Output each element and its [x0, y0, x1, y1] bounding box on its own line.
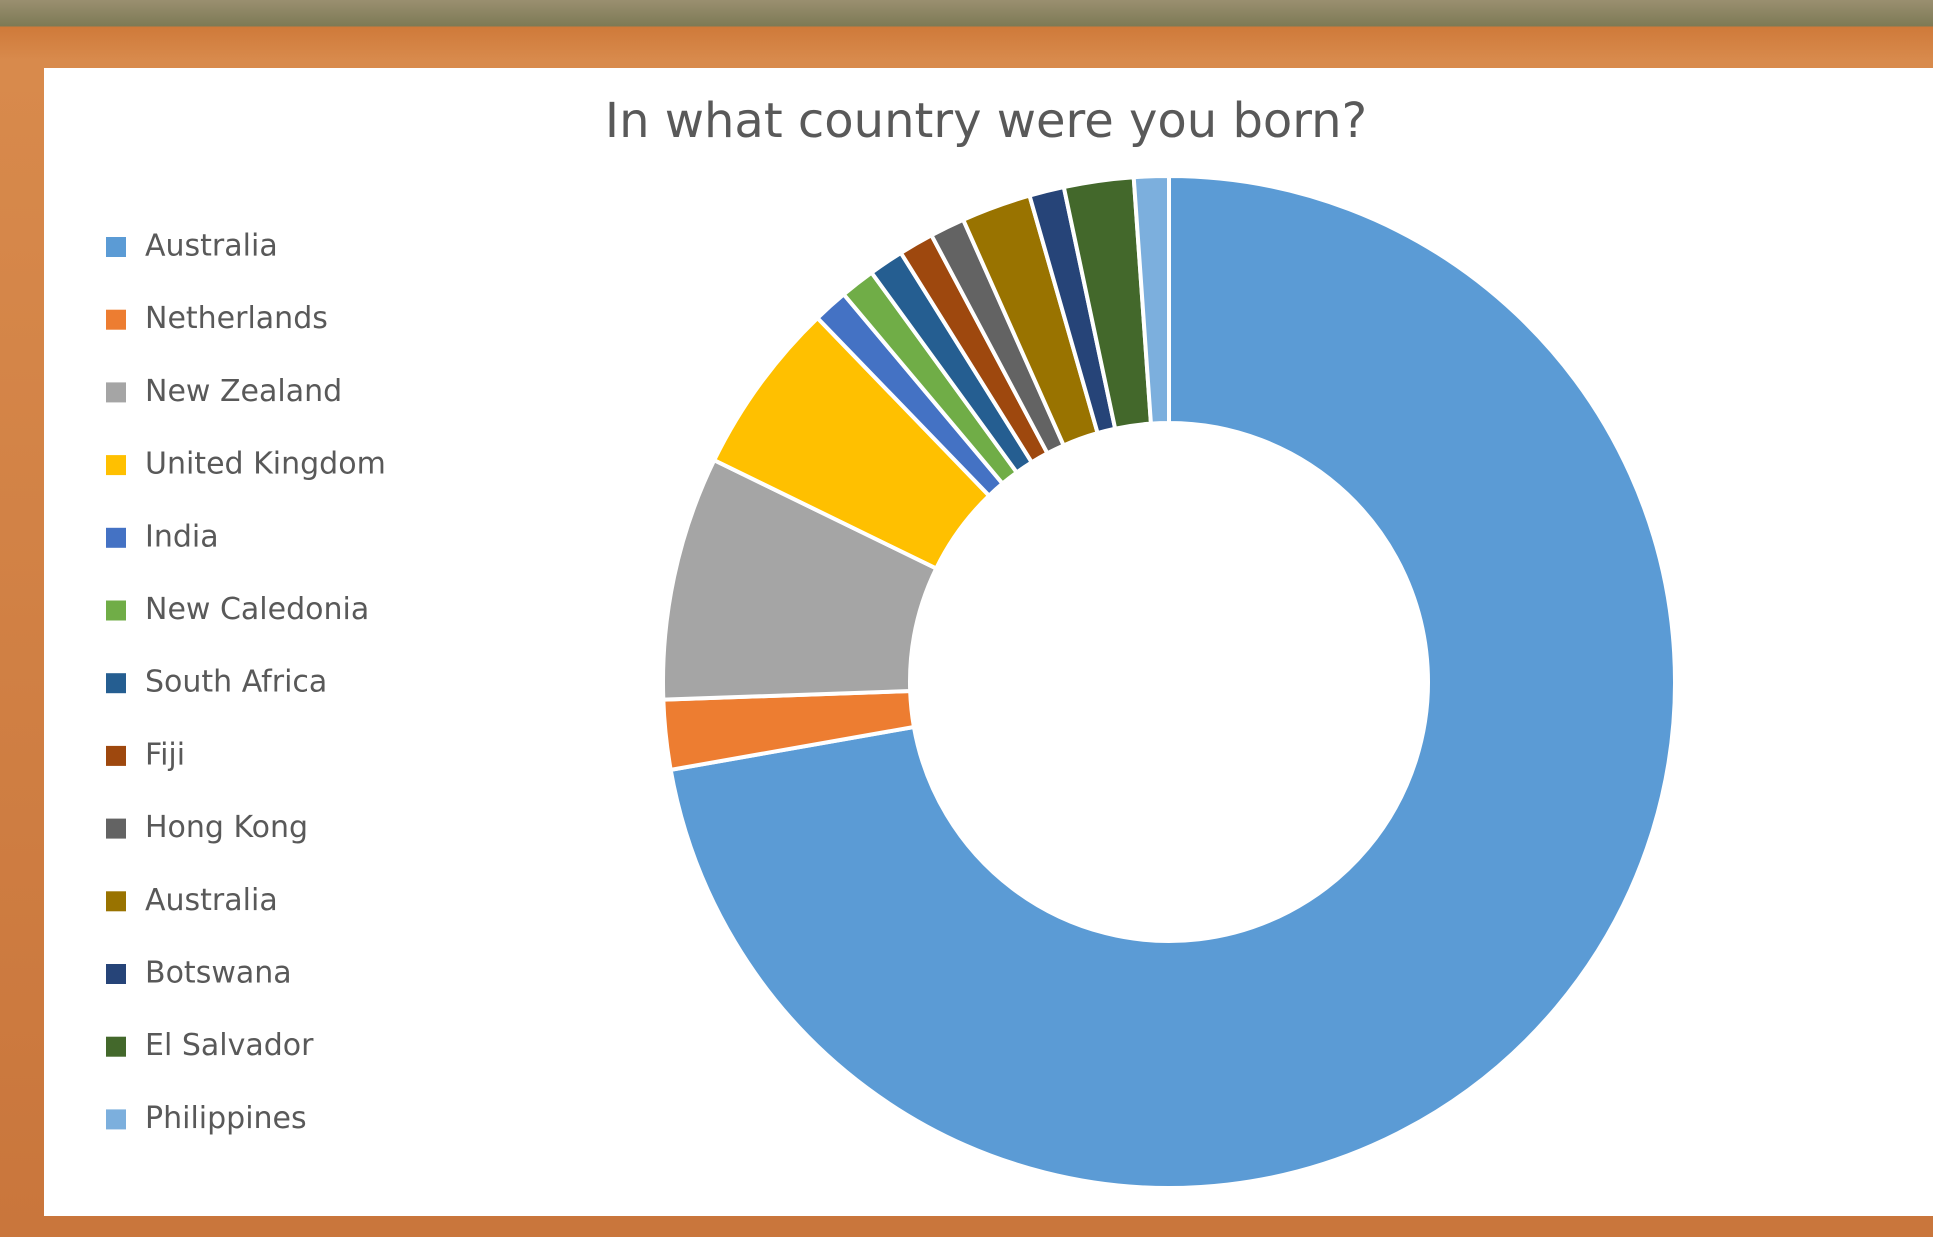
legend-swatch [106, 600, 126, 621]
chart-title: In what country were you born? [605, 93, 1367, 149]
legend-label: United Kingdom [145, 447, 386, 482]
legend-label: South Africa [145, 665, 327, 700]
legend-swatch [106, 818, 126, 839]
legend-label: Netherlands [145, 301, 328, 336]
legend-label: Australia [145, 229, 278, 264]
donut-slice [1131, 173, 1171, 426]
legend-swatch [106, 237, 126, 257]
legend-label: Botswana [145, 956, 292, 991]
legend-swatch [106, 1036, 126, 1057]
legend-swatch [106, 891, 126, 912]
legend-swatch [106, 527, 126, 548]
donut-slice [668, 173, 1677, 1190]
legend-label: Australia [145, 883, 278, 918]
legend-swatch [106, 745, 126, 766]
legend-swatch [106, 309, 126, 330]
legend-swatch [106, 673, 126, 694]
legend-label: New Zealand [145, 374, 342, 409]
legend-label: Hong Kong [145, 810, 308, 845]
legend-swatch [106, 964, 126, 984]
legend-swatch [106, 455, 126, 476]
legend-swatch [106, 1109, 126, 1130]
legend-swatch [106, 382, 126, 403]
legend-label: Philippines [145, 1101, 307, 1136]
legend-label: Fiji [145, 737, 185, 772]
legend-label: India [145, 519, 219, 554]
legend-label: El Salvador [145, 1028, 314, 1063]
legend-label: New Caledonia [145, 592, 369, 627]
